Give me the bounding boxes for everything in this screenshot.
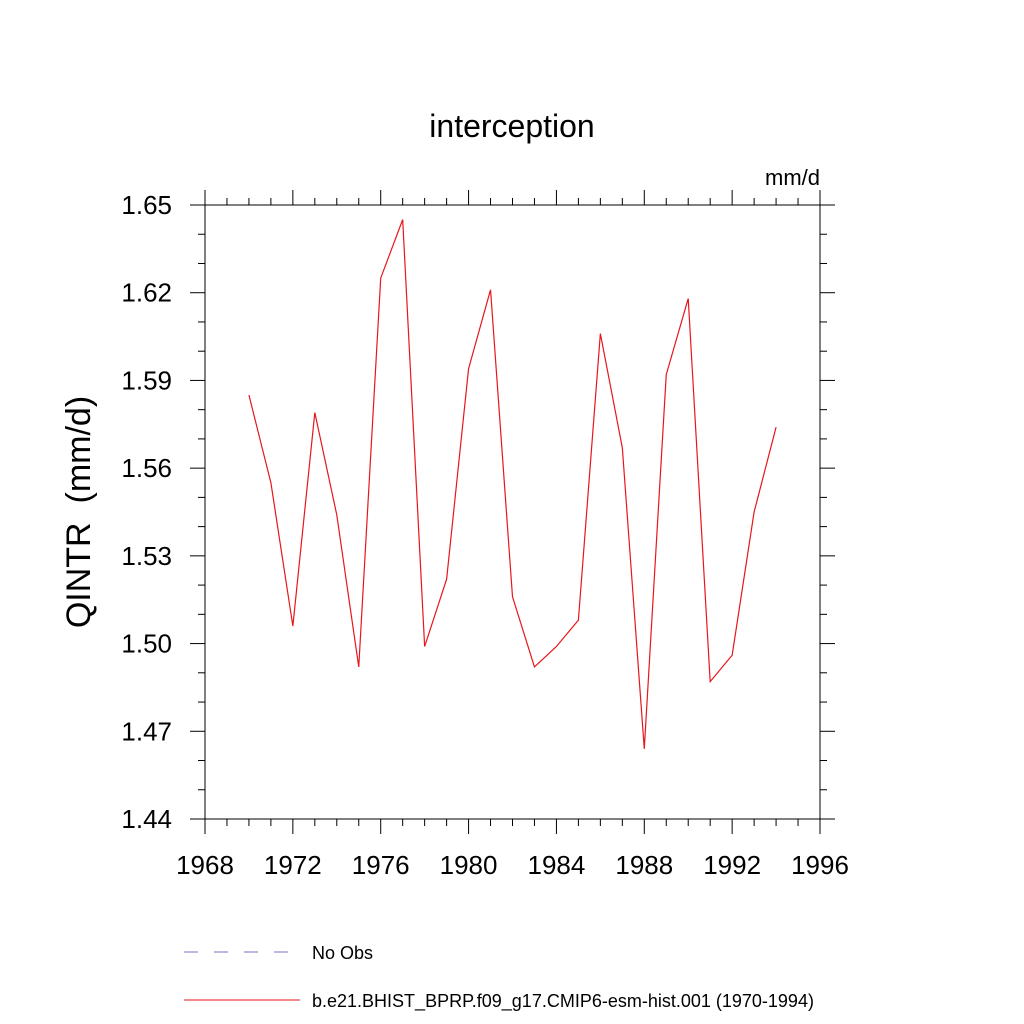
legend: No Obs b.e21.BHIST_BPRP.f09_g17.CMIP6-esm…	[184, 943, 814, 1012]
x-tick-label: 1980	[440, 850, 498, 880]
x-tick-label: 1996	[791, 850, 849, 880]
plot-frame	[204, 204, 821, 820]
y-tick-label: 1.44	[121, 804, 172, 834]
y-axis-label: QINTR (mm/d)	[60, 396, 98, 628]
x-tick-label: 1976	[352, 850, 410, 880]
y-tick-label: 1.56	[121, 453, 172, 483]
x-tick-label: 1992	[703, 850, 761, 880]
series-layer	[248, 219, 777, 749]
y-tick-label: 1.47	[121, 716, 172, 746]
units-label: mm/d	[765, 165, 820, 190]
legend-label: b.e21.BHIST_BPRP.f09_g17.CMIP6-esm-hist.…	[312, 991, 814, 1012]
x-tick-label: 1968	[176, 850, 234, 880]
axis-ticks	[190, 190, 835, 834]
chart-title: interception	[429, 108, 594, 144]
y-tick-label: 1.50	[121, 629, 172, 659]
y-tick-label: 1.62	[121, 278, 172, 308]
series-line-0	[248, 219, 777, 749]
tick-labels: 1968 1972 1976 1980 1984 1988 1992 1996 1.44 1.47…	[121, 190, 849, 880]
x-tick-label: 1972	[264, 850, 322, 880]
y-tick-label: 1.65	[121, 190, 172, 220]
x-tick-label: 1984	[528, 850, 586, 880]
x-tick-label: 1988	[615, 850, 673, 880]
y-tick-label: 1.59	[121, 365, 172, 395]
y-tick-label: 1.53	[121, 541, 172, 571]
legend-label: No Obs	[312, 943, 373, 963]
